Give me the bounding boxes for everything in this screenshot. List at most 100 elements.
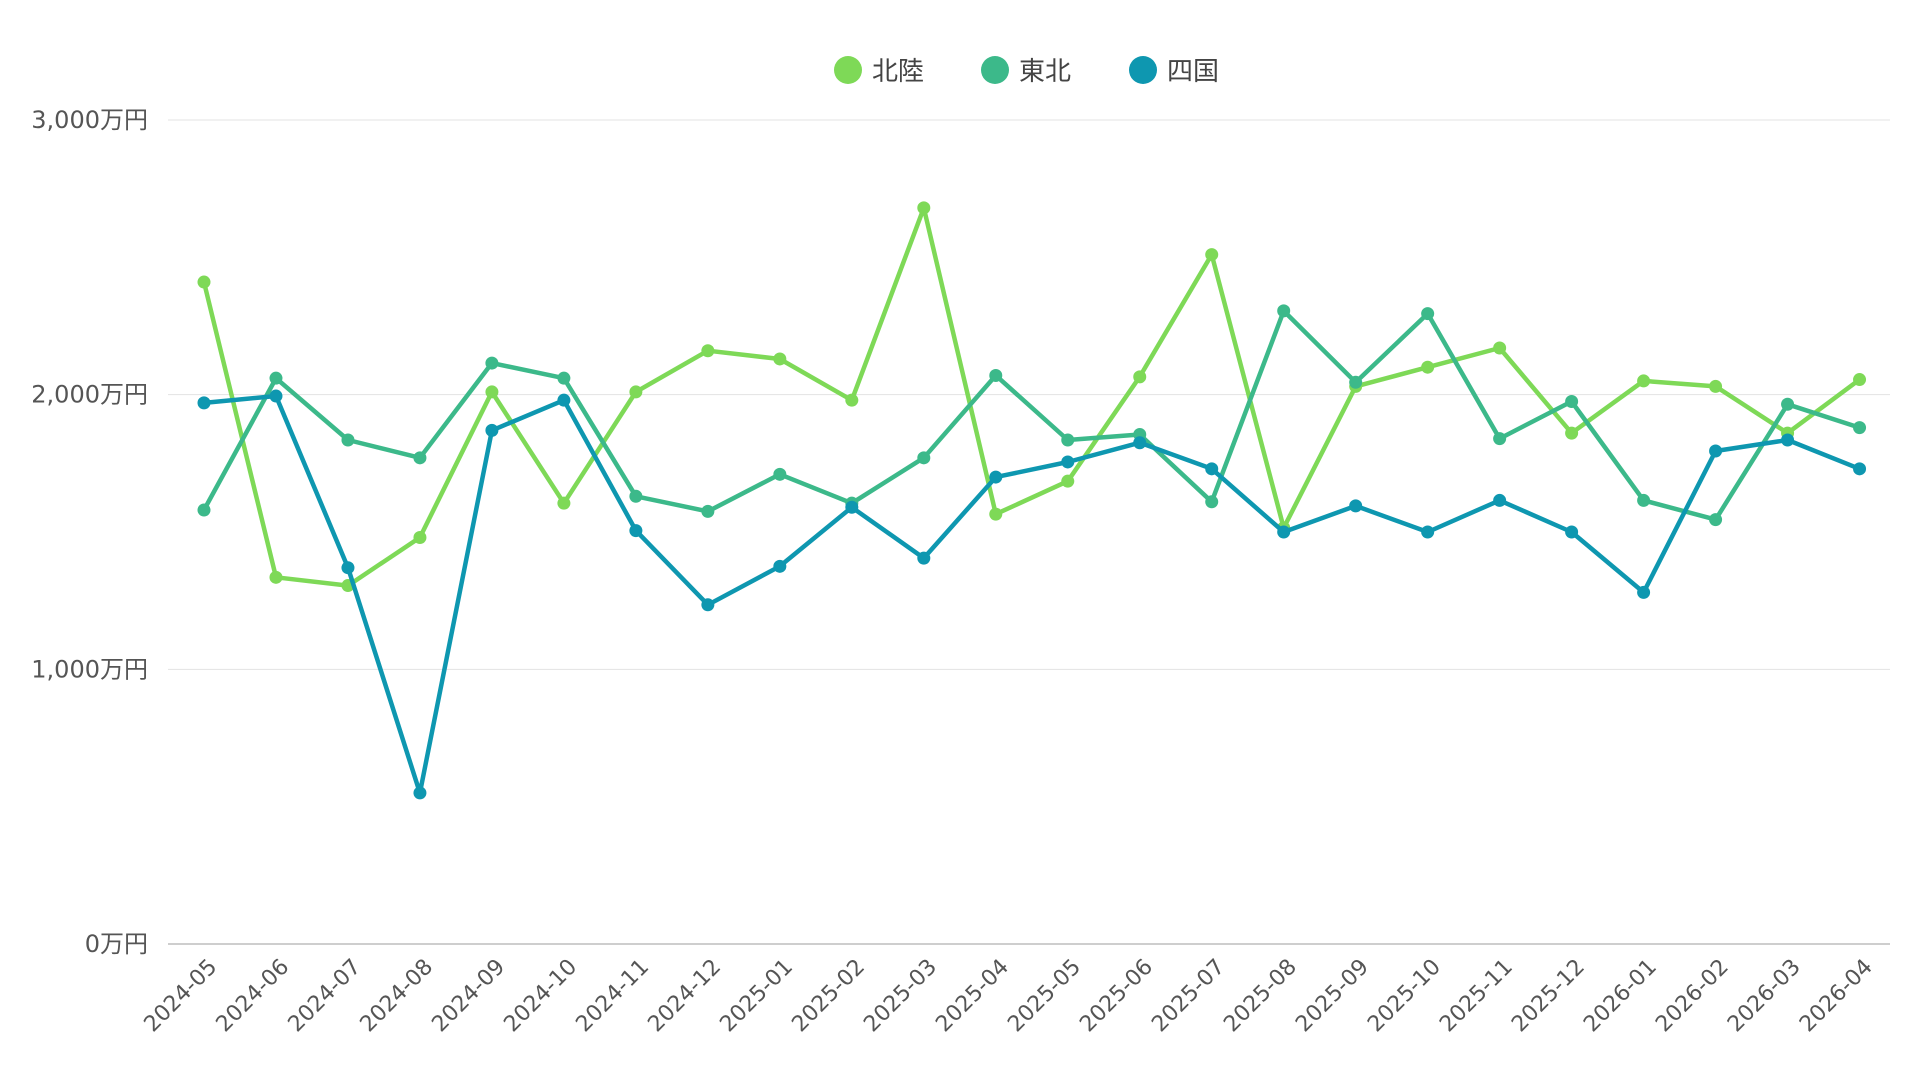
data-point-tohoku[interactable] — [917, 451, 931, 465]
data-point-tohoku[interactable] — [1637, 493, 1651, 507]
data-point-shikoku[interactable] — [1061, 455, 1075, 469]
data-point-hokuriku[interactable] — [485, 385, 499, 399]
data-point-tohoku[interactable] — [1853, 421, 1867, 435]
x-tick-label: 2025-07 — [1147, 955, 1230, 1038]
data-point-tohoku[interactable] — [773, 467, 787, 481]
data-point-tohoku[interactable] — [485, 356, 499, 370]
data-point-hokuriku[interactable] — [1133, 370, 1147, 384]
x-axis: 2024-052024-062024-072024-082024-092024-… — [140, 955, 1878, 1038]
data-point-hokuriku[interactable] — [917, 201, 931, 215]
data-point-shikoku[interactable] — [1853, 462, 1867, 476]
data-point-shikoku[interactable] — [845, 500, 859, 514]
x-tick-label: 2025-11 — [1435, 955, 1518, 1038]
data-point-shikoku[interactable] — [1349, 499, 1363, 513]
data-point-tohoku[interactable] — [1205, 495, 1219, 509]
x-tick-label: 2024-05 — [140, 955, 223, 1038]
data-point-hokuriku[interactable] — [557, 496, 571, 510]
x-tick-label: 2025-03 — [859, 955, 942, 1038]
data-point-shikoku[interactable] — [1493, 493, 1507, 507]
data-point-hokuriku[interactable] — [1709, 379, 1723, 393]
data-point-shikoku[interactable] — [1565, 525, 1579, 539]
x-tick-label: 2024-06 — [212, 955, 295, 1038]
x-tick-label: 2025-12 — [1507, 955, 1590, 1038]
series-group — [197, 201, 1867, 800]
data-point-tohoku[interactable] — [269, 371, 283, 385]
data-point-tohoku[interactable] — [989, 368, 1003, 382]
data-point-shikoku[interactable] — [269, 389, 283, 403]
x-tick-label: 2025-01 — [715, 955, 798, 1038]
data-point-hokuriku[interactable] — [1565, 426, 1579, 440]
series-line-shikoku — [201, 393, 1862, 796]
data-point-shikoku[interactable] — [341, 561, 355, 575]
data-point-hokuriku[interactable] — [773, 352, 787, 366]
data-point-shikoku[interactable] — [1277, 525, 1291, 539]
legend-label-tohoku: 東北 — [1019, 57, 1071, 87]
data-point-tohoku[interactable] — [1349, 375, 1363, 389]
data-point-hokuriku[interactable] — [1493, 341, 1507, 355]
data-point-tohoku[interactable] — [701, 504, 715, 518]
data-point-shikoku[interactable] — [557, 393, 571, 407]
data-point-tohoku[interactable] — [341, 433, 355, 447]
x-tick-label: 2025-10 — [1363, 955, 1446, 1038]
data-point-tohoku[interactable] — [557, 371, 571, 385]
data-point-tohoku[interactable] — [413, 451, 427, 465]
legend-marker-hokuriku — [834, 56, 862, 84]
legend: 北陸 東北 四国 — [834, 56, 1219, 87]
legend-label-hokuriku: 北陸 — [872, 57, 924, 87]
gridlines — [168, 119, 1890, 945]
series-line-hokuriku — [201, 205, 1862, 588]
x-tick-label: 2025-06 — [1075, 955, 1158, 1038]
series-shikoku — [197, 389, 1867, 800]
data-point-tohoku[interactable] — [1565, 395, 1579, 409]
data-point-shikoku[interactable] — [917, 551, 931, 565]
series-line-tohoku — [201, 308, 1862, 522]
data-point-shikoku[interactable] — [1637, 585, 1651, 599]
x-tick-label: 2024-10 — [499, 955, 582, 1038]
data-point-shikoku[interactable] — [197, 396, 211, 410]
data-point-shikoku[interactable] — [989, 470, 1003, 484]
legend-item-shikoku[interactable]: 四国 — [1129, 56, 1219, 87]
x-tick-label: 2024-12 — [643, 955, 726, 1038]
data-point-hokuriku[interactable] — [1421, 360, 1435, 374]
data-point-hokuriku[interactable] — [1205, 248, 1219, 262]
x-tick-label: 2024-07 — [284, 955, 367, 1038]
data-point-hokuriku[interactable] — [1853, 373, 1867, 387]
data-point-shikoku[interactable] — [701, 598, 715, 612]
data-point-shikoku[interactable] — [1205, 462, 1219, 476]
legend-item-tohoku[interactable]: 東北 — [981, 56, 1071, 87]
data-point-tohoku[interactable] — [1421, 307, 1435, 321]
x-tick-label: 2025-09 — [1291, 955, 1374, 1038]
legend-item-hokuriku[interactable]: 北陸 — [834, 56, 924, 87]
data-point-hokuriku[interactable] — [629, 385, 643, 399]
data-point-hokuriku[interactable] — [413, 530, 427, 544]
data-point-hokuriku[interactable] — [701, 344, 715, 358]
data-point-shikoku[interactable] — [1781, 433, 1795, 447]
data-point-tohoku[interactable] — [1781, 397, 1795, 411]
y-tick-label: 2,000万円 — [31, 381, 148, 409]
data-point-shikoku[interactable] — [773, 559, 787, 573]
data-point-tohoku[interactable] — [1709, 513, 1723, 527]
data-point-hokuriku[interactable] — [197, 275, 211, 289]
x-tick-label: 2025-02 — [787, 955, 870, 1038]
data-point-tohoku[interactable] — [197, 503, 211, 517]
data-point-hokuriku[interactable] — [845, 393, 859, 407]
data-point-tohoku[interactable] — [1061, 433, 1075, 447]
data-point-shikoku[interactable] — [629, 524, 643, 538]
series-hokuriku — [197, 201, 1867, 593]
data-point-hokuriku[interactable] — [1061, 474, 1075, 488]
x-tick-label: 2026-01 — [1579, 955, 1662, 1038]
data-point-tohoku[interactable] — [1277, 304, 1291, 318]
data-point-hokuriku[interactable] — [989, 507, 1003, 521]
data-point-shikoku[interactable] — [1133, 436, 1147, 450]
data-point-shikoku[interactable] — [485, 423, 499, 437]
data-point-tohoku[interactable] — [1493, 432, 1507, 446]
y-tick-label: 3,000万円 — [31, 106, 148, 134]
data-point-hokuriku[interactable] — [1637, 374, 1651, 388]
x-tick-label: 2026-02 — [1651, 955, 1734, 1038]
data-point-shikoku[interactable] — [1709, 444, 1723, 458]
data-point-shikoku[interactable] — [1421, 525, 1435, 539]
data-point-hokuriku[interactable] — [269, 570, 283, 584]
data-point-tohoku[interactable] — [629, 489, 643, 503]
data-point-shikoku[interactable] — [413, 786, 427, 800]
